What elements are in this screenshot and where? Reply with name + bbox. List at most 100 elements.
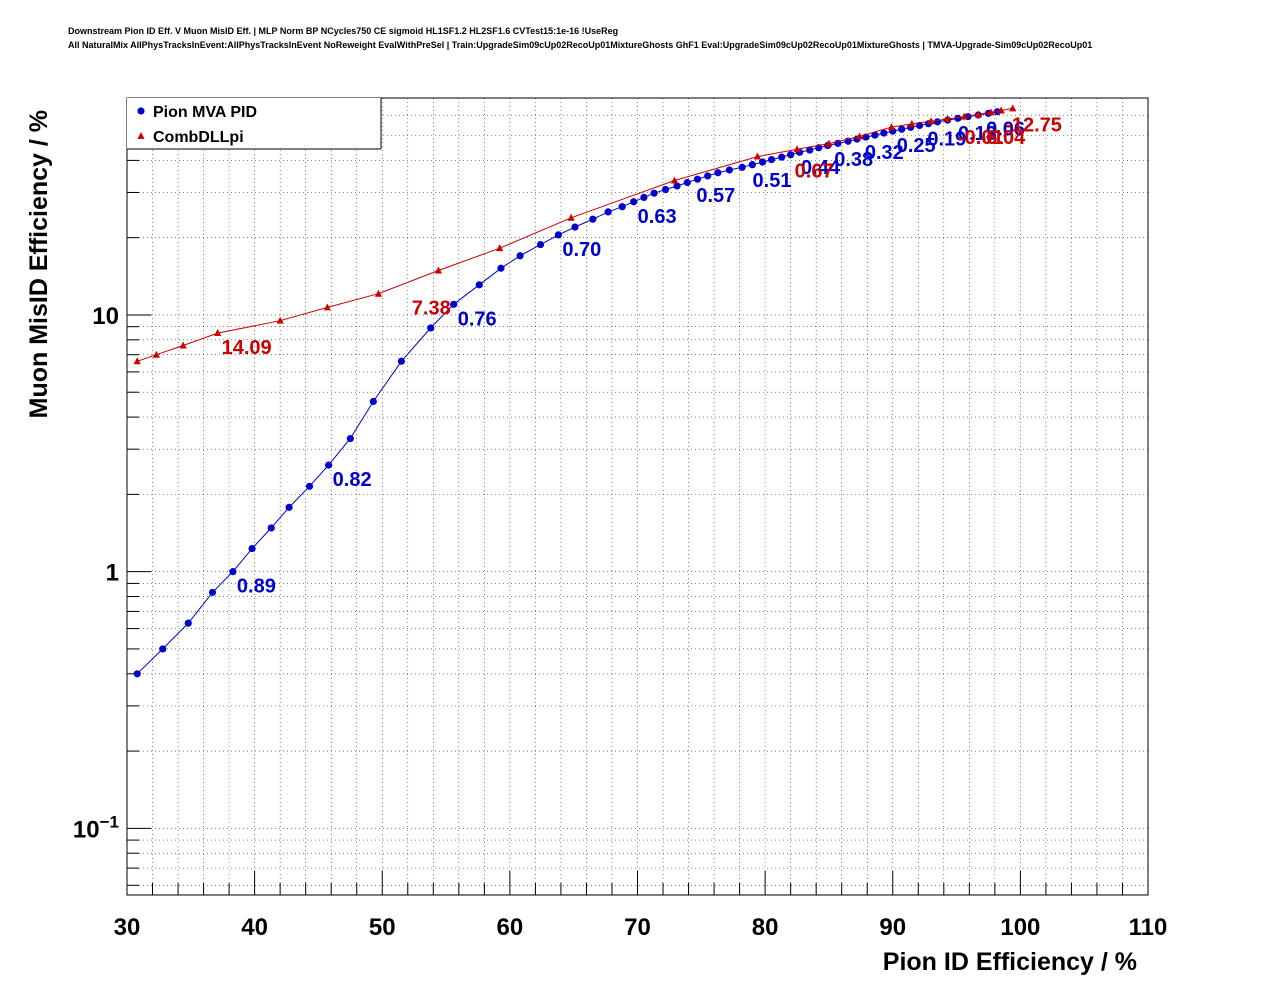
data-point [748, 161, 756, 169]
x-tick-label: 30 [114, 914, 141, 941]
data-point [208, 588, 217, 597]
data-point [855, 132, 864, 140]
data-label: 0.25 [897, 135, 936, 157]
data-point [427, 324, 435, 332]
x-tick-label: 80 [752, 914, 779, 941]
legend-marker [137, 132, 145, 139]
data-point [871, 131, 879, 139]
data-point [778, 153, 786, 161]
data-point [267, 524, 275, 532]
x-tick-label: 50 [369, 914, 396, 941]
y-tick-label: 10 [92, 303, 119, 330]
data-point [516, 252, 524, 260]
data-point [650, 189, 658, 197]
data-label: 0.32 [865, 142, 904, 164]
x-tick-label: 90 [879, 914, 906, 941]
data-point [767, 155, 776, 164]
chart-title-line-1: Downstream Pion ID Eff. V Muon MisID Eff… [68, 26, 619, 36]
data-point [567, 213, 575, 221]
data-label: 7.38 [412, 298, 451, 320]
data-point [880, 129, 888, 137]
y-tick-label: 1 [106, 560, 119, 587]
data-point [536, 240, 545, 249]
grid-lines [127, 97, 1148, 895]
data-point [152, 350, 160, 358]
data-label: 0.19 [927, 129, 966, 151]
data-label: 0.70 [562, 239, 601, 261]
legend: Pion MVA PID CombDLLpi [127, 98, 382, 150]
data-point [793, 145, 801, 153]
data-label: -6.04 [980, 127, 1026, 149]
data-point [887, 123, 896, 131]
data-point [374, 289, 383, 297]
data-point [693, 175, 702, 183]
chart-title-line-2: All NaturalMix AllPhysTracksInEvent:AllP… [68, 40, 1093, 50]
data-point [927, 117, 935, 125]
data-point [908, 119, 916, 127]
data-point [571, 223, 579, 231]
data-point [738, 163, 746, 171]
data-point [898, 125, 906, 133]
x-tick-label: 40 [241, 914, 268, 941]
data-point [276, 316, 284, 324]
data-point [954, 114, 962, 122]
series-line-1 [137, 107, 1013, 362]
data-point [159, 645, 167, 653]
y-axis-title: Muon MisID Efficiency / % [25, 110, 53, 418]
data-label: 0.67 [795, 161, 834, 183]
data-point [661, 185, 670, 194]
data-point [133, 670, 141, 678]
data-point [618, 203, 626, 211]
data-label: 0.38 [834, 149, 873, 171]
data-point [496, 244, 504, 252]
data-point [434, 266, 443, 274]
data-point [960, 112, 968, 120]
data-label: -12.75 [1005, 114, 1062, 136]
x-tick-label: 70 [624, 914, 651, 941]
data-point [753, 152, 762, 160]
data-point [714, 169, 722, 177]
data-point [787, 151, 795, 159]
data-point [229, 568, 237, 576]
data-point [670, 176, 679, 184]
x-tick-label: 110 [1129, 914, 1168, 941]
data-point [285, 503, 293, 511]
data-point [184, 619, 192, 627]
data-label: 0.44 [801, 157, 841, 179]
data-point [758, 158, 767, 166]
x-tick-label: 100 [1000, 914, 1040, 941]
data-point [497, 264, 505, 272]
legend-entry-label: CombDLLpi [153, 129, 244, 146]
data-point [806, 146, 814, 154]
data-point [604, 208, 612, 216]
data-point [630, 198, 638, 206]
data-point [305, 482, 314, 490]
data-point [133, 357, 141, 365]
data-label: 14.09 [222, 337, 272, 359]
data-label: -0.01 [958, 127, 1004, 149]
series-layer [133, 104, 1017, 678]
data-label: 0.13 [958, 123, 997, 145]
data-point [673, 182, 681, 190]
data-point [554, 231, 562, 239]
legend-entry-label: Pion MVA PID [153, 104, 257, 121]
data-point [933, 118, 942, 126]
data-label: 0.51 [753, 170, 792, 192]
data-point [683, 178, 691, 187]
data-label: 0.57 [696, 185, 735, 207]
data-point [450, 300, 458, 308]
data-point [214, 329, 222, 337]
data-label: 0.76 [458, 308, 497, 330]
data-point [589, 215, 597, 223]
legend-marker [137, 107, 145, 115]
data-label: 0.89 [237, 576, 276, 598]
data-point [346, 434, 354, 443]
data-point [325, 461, 333, 469]
data-point [475, 281, 483, 289]
legend-box [127, 98, 381, 149]
x-tick-label: 60 [497, 914, 524, 941]
data-point [944, 114, 952, 122]
data-point [825, 139, 833, 147]
